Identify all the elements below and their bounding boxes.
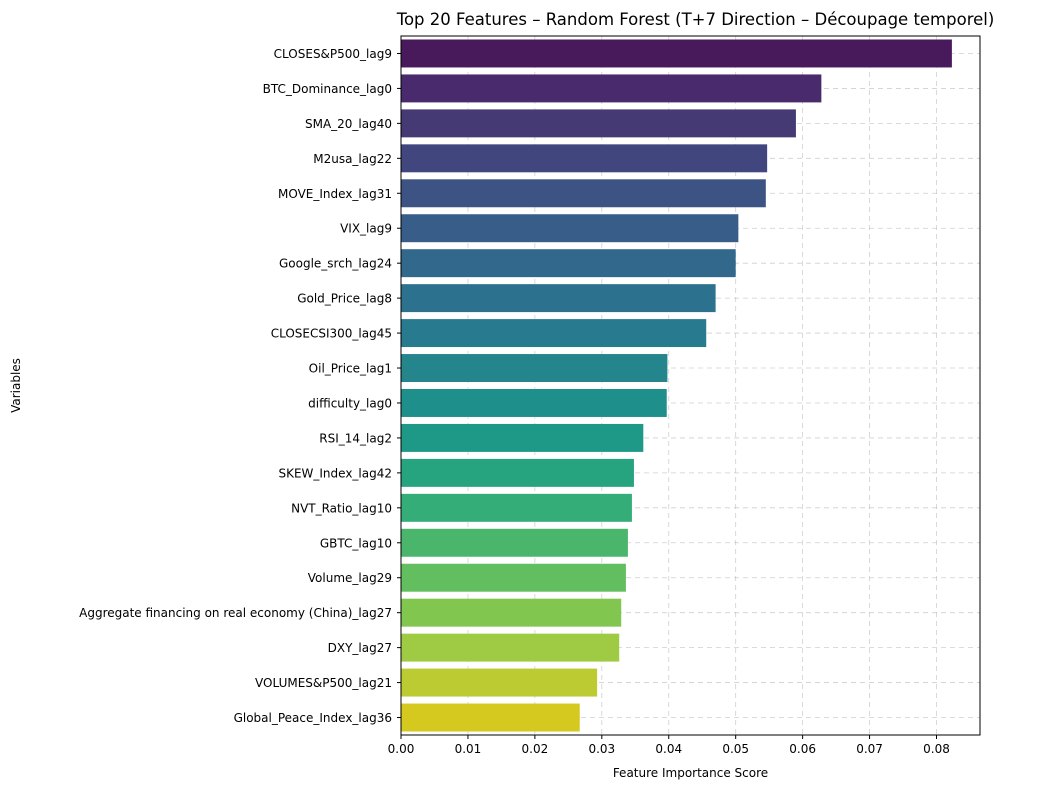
bar <box>401 214 739 243</box>
bar <box>401 39 952 68</box>
y-axis-label: Variables <box>9 358 23 413</box>
x-tick-label: 0.05 <box>722 742 749 756</box>
y-tick-label: BTC_Dominance_lag0 <box>263 82 392 96</box>
bar <box>401 354 668 383</box>
bar <box>401 598 622 627</box>
x-tick-labels: 0.00 0.01 0.02 0.03 0.04 0.05 0.06 0.07 0.08 <box>388 735 950 756</box>
bar <box>401 528 628 557</box>
chart-title: Top 20 Features – Random Forest (T+7 Dir… <box>396 10 995 29</box>
y-tick-label: M2usa_lag22 <box>313 152 392 166</box>
bar <box>401 458 634 487</box>
plot-frame <box>400 35 981 736</box>
bar <box>401 703 580 732</box>
y-tick-labels: CLOSES&P500_lag9 BTC_Dominance_lag0 SMA_20… <box>79 47 401 725</box>
y-tick-label: MOVE_Index_lag31 <box>278 187 392 201</box>
y-tick-label: Oil_Price_lag1 <box>309 362 392 376</box>
y-tick-label: Google_srch_lag24 <box>279 257 392 271</box>
y-tick-label: SMA_20_lag40 <box>305 117 392 131</box>
y-tick-label: difficulty_lag0 <box>308 396 392 410</box>
bar <box>401 144 768 173</box>
y-tick-label: CLOSES&P500_lag9 <box>274 47 392 61</box>
x-tick-label: 0.04 <box>655 742 682 756</box>
x-tick-label: 0.06 <box>789 742 816 756</box>
grid-lines <box>400 36 980 735</box>
y-tick-label: RSI_14_lag2 <box>319 431 392 445</box>
x-tick-label: 0.07 <box>856 742 883 756</box>
bar <box>401 284 716 313</box>
y-tick-label: VIX_lag9 <box>340 222 392 236</box>
y-tick-label: Volume_lag29 <box>308 571 392 585</box>
bar <box>401 633 620 662</box>
bar <box>401 249 736 278</box>
bar <box>401 319 707 348</box>
x-tick-label: 0.00 <box>388 742 415 756</box>
bars <box>401 39 952 732</box>
bar <box>401 109 796 138</box>
bar <box>401 388 667 417</box>
y-tick-label: CLOSECSI300_lag45 <box>271 327 392 341</box>
bar <box>401 493 632 522</box>
x-tick-label: 0.08 <box>923 742 950 756</box>
y-tick-label: Global_Peace_Index_lag36 <box>234 711 392 725</box>
y-tick-label: VOLUMES&P500_lag21 <box>255 676 392 690</box>
bar <box>401 423 644 452</box>
y-tick-label: DXY_lag27 <box>328 641 392 655</box>
bar <box>401 563 626 592</box>
y-tick-label: GBTC_lag10 <box>320 536 392 550</box>
bar <box>401 74 822 103</box>
bar <box>401 668 598 697</box>
bar <box>401 179 766 208</box>
y-tick-label: Aggregate financing on real economy (Chi… <box>79 606 392 620</box>
x-tick-label: 0.03 <box>588 742 615 756</box>
y-tick-label: NVT_Ratio_lag10 <box>291 501 392 515</box>
x-tick-label: 0.02 <box>522 742 549 756</box>
x-axis-label: Feature Importance Score <box>613 766 768 780</box>
y-tick-label: Gold_Price_lag8 <box>297 292 392 306</box>
x-tick-label: 0.01 <box>455 742 482 756</box>
y-tick-label: SKEW_Index_lag42 <box>278 466 392 480</box>
